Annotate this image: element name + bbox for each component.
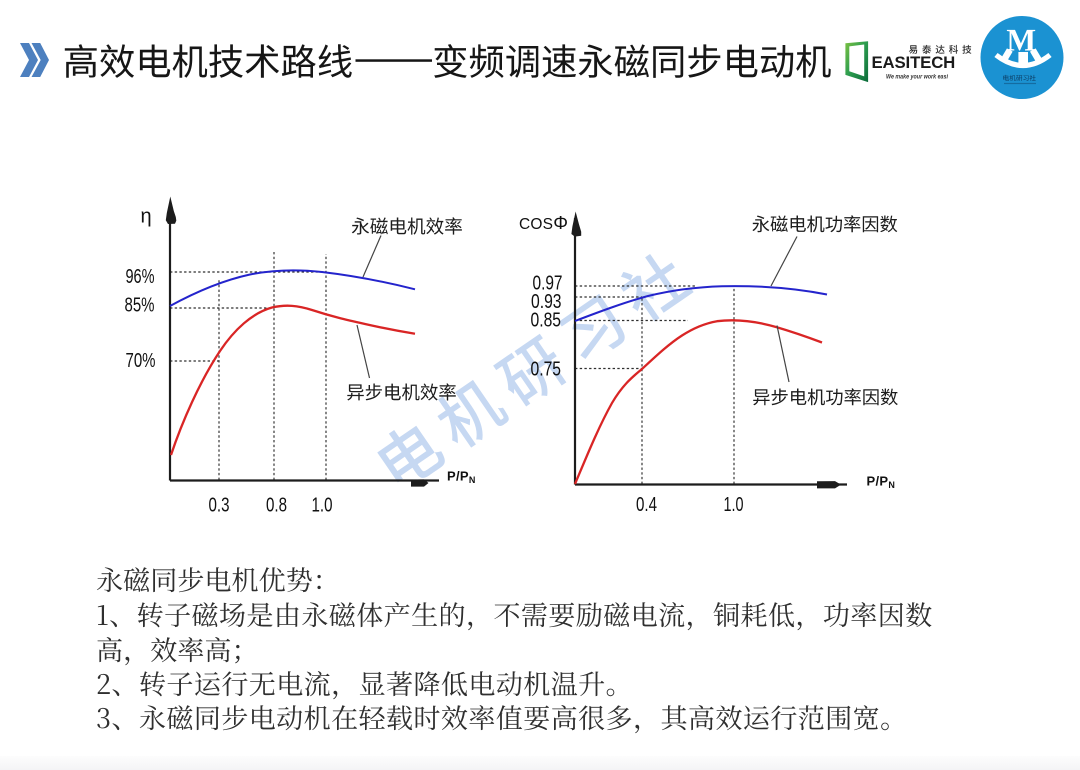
- svg-text:0.93: 0.93: [531, 291, 562, 313]
- svg-text:0.3: 0.3: [209, 495, 230, 517]
- svg-text:1.0: 1.0: [312, 495, 333, 517]
- svg-text:85%: 85%: [125, 295, 155, 317]
- svg-text:P/PN: P/PN: [867, 474, 896, 491]
- svg-text:0.97: 0.97: [533, 273, 563, 295]
- svg-text:70%: 70%: [126, 350, 156, 372]
- svg-text:EASITECH: EASITECH: [872, 53, 956, 72]
- svg-text:0.75: 0.75: [531, 359, 562, 381]
- svg-text:0.8: 0.8: [266, 495, 287, 517]
- svg-text:COSΦ: COSΦ: [519, 212, 568, 233]
- svg-text:P/PN: P/PN: [447, 469, 476, 486]
- svg-text:0.4: 0.4: [636, 494, 657, 516]
- svg-text:We make your work easi: We make your work easi: [886, 73, 948, 80]
- svg-text:0.85: 0.85: [531, 310, 562, 332]
- svg-text:1.0: 1.0: [724, 494, 744, 516]
- svg-text:96%: 96%: [126, 266, 155, 288]
- svg-text:η: η: [140, 206, 151, 228]
